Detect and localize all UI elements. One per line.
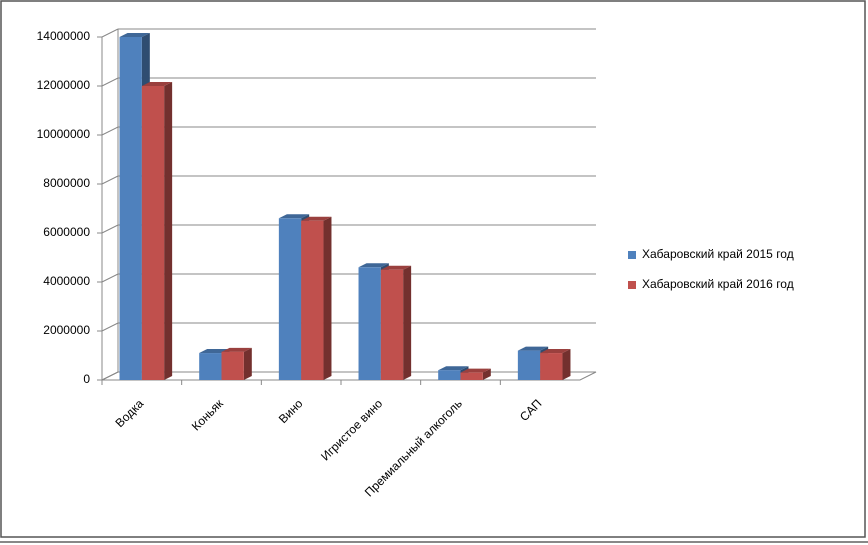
legend-swatch [628,251,636,259]
bar [301,220,324,380]
bar-side [482,368,491,380]
y-tick-label: 4000000 [43,274,90,288]
bar-side [403,265,412,380]
bar [460,372,483,380]
bar [221,351,244,380]
y-tick-label: 10000000 [37,127,91,141]
bar-top [460,368,491,373]
bar-side [323,216,332,380]
bar-top [141,82,173,86]
grid-line [101,77,119,87]
bar-top [540,349,571,354]
bar-side [243,347,252,380]
bar-top [301,216,332,221]
grid-line [101,322,119,332]
legend-label: Хабаровский край 2015 год [642,247,794,261]
legend-swatch [628,281,636,289]
y-tick-label: 2000000 [43,323,90,337]
y-tick-label: 12000000 [37,78,91,92]
grid-line [101,371,119,381]
bar [119,37,142,380]
grid-line [101,175,119,185]
bar-top [119,33,150,37]
y-tick-label: 8000000 [43,176,90,190]
y-tick-label: 14000000 [37,29,91,43]
grid-line [101,224,119,234]
bar-top [278,214,310,219]
bar [141,86,165,380]
y-tick-label: 0 [83,372,90,386]
bar [358,267,381,380]
y-tick-label: 6000000 [43,225,90,239]
bar-side [562,349,571,380]
grid-line [101,28,119,38]
bar [517,350,541,380]
grid-line [101,273,119,283]
legend-label: Хабаровский край 2016 год [642,277,794,291]
bar [380,269,404,380]
bar [540,353,563,380]
bar [438,370,461,380]
bar [199,353,222,380]
bar-top [358,263,389,268]
bar-top [221,347,252,352]
bar-top [517,346,549,351]
bar-top [438,366,469,371]
bar [278,218,302,380]
bar-side [164,82,173,380]
back-wall [118,29,596,372]
bar-top [380,265,412,270]
grid-line [101,126,119,136]
